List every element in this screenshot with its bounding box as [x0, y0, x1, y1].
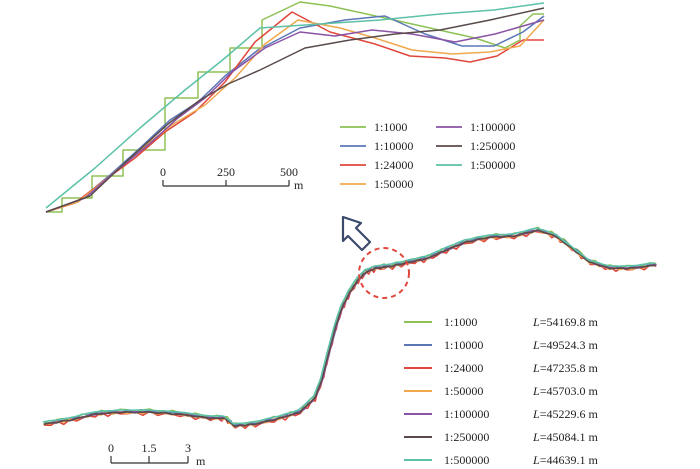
- overview-legend-length-1-50000: L=45703.0 m: [532, 384, 598, 398]
- detail-line-1-500000: [45, 2, 545, 209]
- detail-legend: 1:1000 1:10000 1:24000 1:50000 1:100000 1:250…: [340, 120, 515, 191]
- detail-legend-label-1-50000: 1:50000: [374, 177, 413, 191]
- overview-legend-label-1-100000: 1:100000: [444, 407, 489, 421]
- detail-legend-label-1-10000: 1:10000: [374, 139, 413, 153]
- overview-legend-length-1-10000: L=49524.3 m: [532, 338, 598, 352]
- detail-line-1-10000: [45, 15, 545, 213]
- detail-scalebar-tick-2: 500: [280, 165, 298, 179]
- detail-scalebar: 0 250 500 m: [160, 165, 304, 192]
- detail-line-1-1000: [46, 1, 544, 213]
- overview-line-1-250000: [43, 229, 656, 428]
- detail-scalebar-tick-0: 0: [160, 165, 166, 179]
- overview-scalebar-tick-2: 3: [185, 441, 191, 455]
- overview-legend-length-1-24000: L=47235.8 m: [532, 361, 598, 375]
- overview-legend-label-1-24000: 1:24000: [444, 361, 483, 375]
- overview-legend: 1:1000 L=54169.8 m 1:10000 L=49524.3 m 1:240…: [404, 315, 598, 467]
- overview-legend-label-1-250000: 1:250000: [444, 430, 489, 444]
- detail-legend-label-1-500000: 1:500000: [470, 158, 515, 172]
- detail-legend-label-1-24000: 1:24000: [374, 158, 413, 172]
- overview-legend-length-1-100000: L=45229.6 m: [532, 407, 598, 421]
- overview-scalebar-tick-0: 0: [108, 441, 114, 455]
- detail-view-lines: [45, 1, 545, 213]
- detail-scalebar-unit: m: [294, 178, 304, 192]
- overview-legend-length-1-250000: L=45084.1 m: [532, 430, 598, 444]
- zoom-region-circle: [358, 247, 410, 299]
- overview-view-lines: [42, 226, 657, 430]
- overview-scalebar: 0 1.5 3 m: [108, 441, 206, 468]
- overview-scalebar-unit: m: [196, 454, 206, 468]
- overview-legend-label-1-50000: 1:50000: [444, 384, 483, 398]
- detail-scalebar-tick-1: 250: [217, 165, 235, 179]
- detail-legend-label-1-100000: 1:100000: [470, 120, 515, 134]
- overview-legend-label-1-500000: 1:500000: [444, 453, 489, 467]
- overview-legend-length-1-1000: L=54169.8 m: [532, 315, 598, 329]
- detail-legend-label-1-250000: 1:250000: [470, 139, 515, 153]
- zoom-arrow-icon: [341, 215, 372, 252]
- overview-line-1-500000: [42, 227, 655, 425]
- detail-line-1-100000: [45, 19, 545, 213]
- detail-legend-label-1-1000: 1:1000: [374, 120, 407, 134]
- detail-line-1-24000: [45, 11, 544, 213]
- overview-legend-label-1-1000: 1:1000: [444, 315, 477, 329]
- overview-line-1-24000: [44, 230, 657, 430]
- detail-line-1-250000: [45, 7, 545, 213]
- overview-legend-label-1-10000: 1:10000: [444, 338, 483, 352]
- overview-legend-length-1-500000: L=44639.1 m: [532, 453, 598, 467]
- overview-scalebar-tick-1: 1.5: [142, 441, 157, 455]
